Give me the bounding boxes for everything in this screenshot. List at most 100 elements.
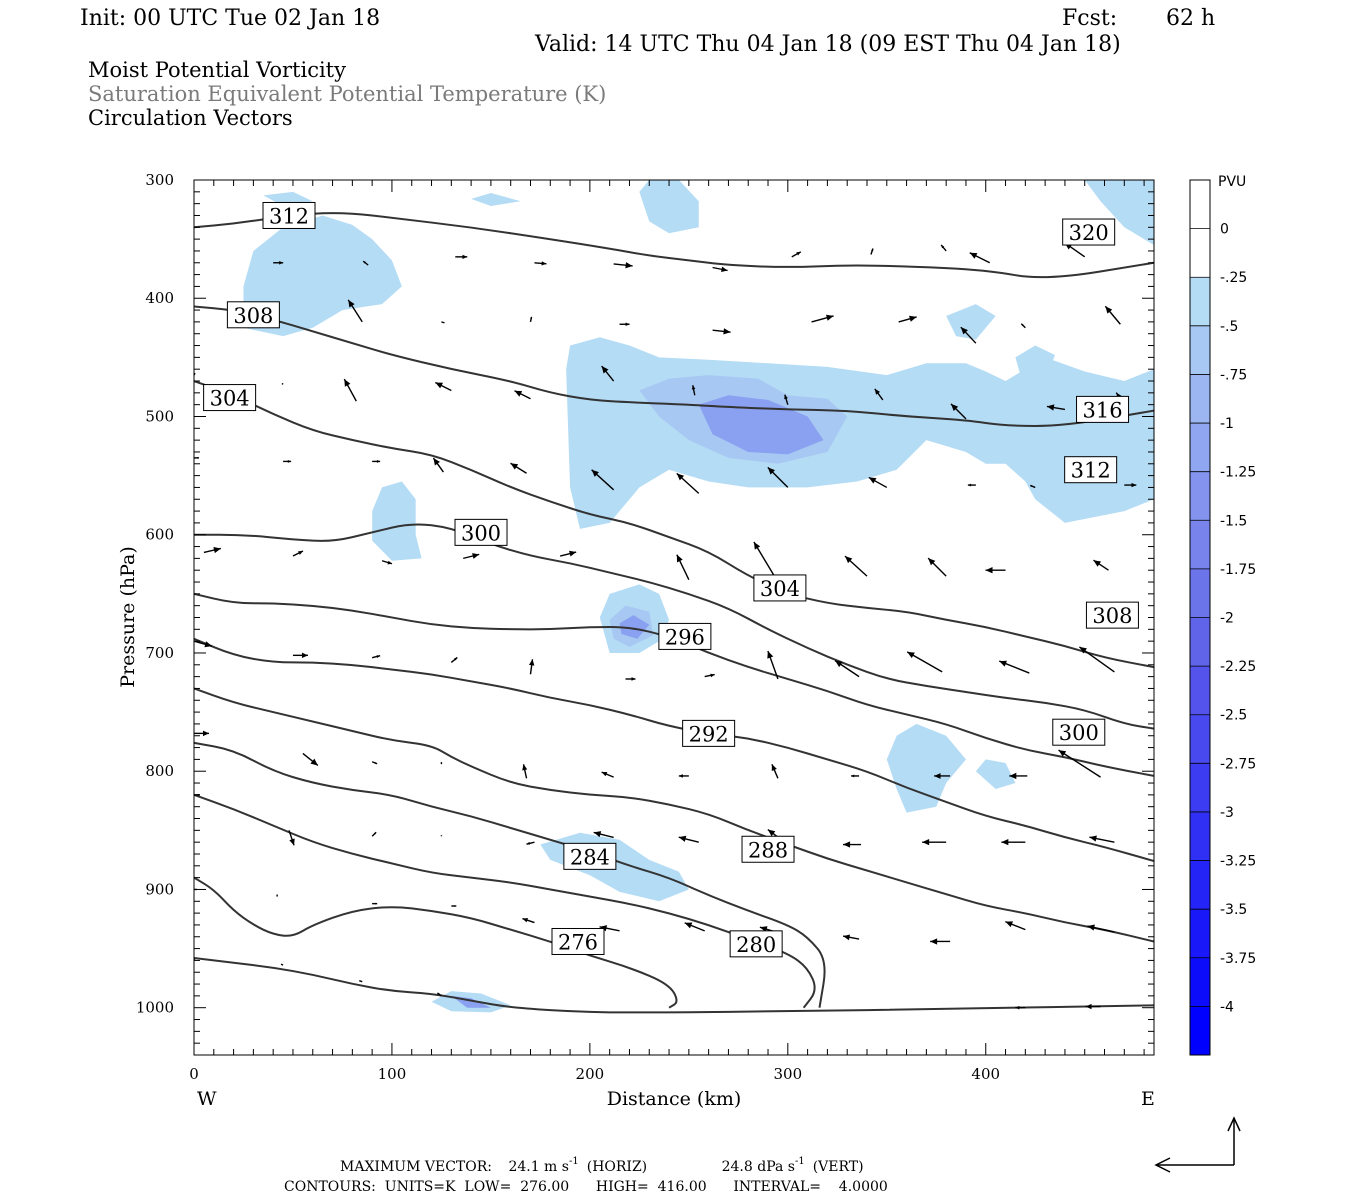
circulation-vector-87 bbox=[593, 831, 614, 839]
colorbar-swatch-10 bbox=[1190, 666, 1210, 716]
circulation-vector-34 bbox=[194, 456, 199, 459]
circulation-vector-24 bbox=[343, 378, 357, 402]
circulation-vector-36 bbox=[372, 459, 381, 463]
pv-shading-layer bbox=[243, 180, 1154, 1013]
theta-es-contour-296-4 bbox=[194, 592, 1154, 777]
colorbar-label-16: -4 bbox=[1220, 999, 1234, 1015]
contour-label-box-7 bbox=[741, 835, 795, 863]
circulation-vector-62 bbox=[528, 659, 535, 675]
circulation-vector-92 bbox=[1001, 839, 1026, 846]
max-vector-caption: MAXIMUM VECTOR: 24.1 m s-1 (HORIZ) 24.8 d… bbox=[340, 1156, 864, 1175]
circulation-vector-55 bbox=[927, 557, 947, 577]
y-tick-label-400: 400 bbox=[145, 289, 174, 307]
pv-region-9 bbox=[1015, 345, 1056, 382]
circulation-vector-77 bbox=[771, 764, 779, 779]
circulation-vector-88 bbox=[678, 835, 699, 843]
x-tick-label-300: 300 bbox=[773, 1065, 802, 1083]
x-axis-label: Distance (km) bbox=[607, 1088, 742, 1110]
circulation-vector-78 bbox=[851, 774, 860, 778]
circulation-vector-84 bbox=[371, 831, 377, 837]
circulation-vector-98 bbox=[522, 917, 535, 924]
colorbar-label-9: -2.25 bbox=[1220, 659, 1256, 675]
contour-label-box-1 bbox=[226, 301, 280, 329]
circulation-vector-15 bbox=[619, 322, 630, 327]
pv-region-12 bbox=[471, 193, 521, 207]
y-tick-label-600: 600 bbox=[145, 526, 174, 544]
circulation-vector-108 bbox=[359, 980, 363, 983]
contour-label-320-11: 320 bbox=[1069, 221, 1109, 245]
circulation-vector-66 bbox=[834, 660, 860, 678]
colorbar-swatch-1 bbox=[1190, 228, 1210, 278]
circulation-vector-layer bbox=[194, 242, 1137, 1010]
theta-es-contour-276-9 bbox=[194, 876, 678, 1009]
contour-label-300-15: 300 bbox=[1059, 721, 1099, 745]
title-theta-es: Saturation Equivalent Potential Temperat… bbox=[88, 82, 606, 106]
circulation-vector-23 bbox=[281, 382, 284, 385]
circulation-vector-59 bbox=[292, 652, 308, 659]
circulation-vector-20 bbox=[1020, 323, 1026, 329]
colorbar-label-10: -2.5 bbox=[1220, 708, 1247, 724]
circulation-vector-91 bbox=[922, 839, 947, 846]
circulation-vector-71 bbox=[302, 752, 319, 767]
circulation-vector-37 bbox=[432, 457, 444, 473]
y-tick-label-900: 900 bbox=[145, 880, 174, 898]
colorbar-swatch-0 bbox=[1190, 180, 1210, 230]
circulation-vector-90 bbox=[843, 841, 862, 848]
circulation-vector-100 bbox=[684, 922, 705, 932]
colorbar-swatch-8 bbox=[1190, 568, 1210, 618]
pv-region-6 bbox=[975, 759, 1016, 789]
circulation-vector-19 bbox=[960, 326, 977, 344]
x-axis-east-label: E bbox=[1141, 1088, 1155, 1110]
circulation-vector-81 bbox=[1058, 749, 1101, 778]
pv-region-16 bbox=[698, 395, 824, 455]
vert-scale-arrowhead bbox=[1227, 1116, 1241, 1132]
circulation-vector-67 bbox=[906, 651, 943, 673]
max-vector-horiz-tag: (HORIZ) bbox=[587, 1159, 647, 1175]
contour-label-312-0: 312 bbox=[269, 204, 309, 228]
circulation-vector-52 bbox=[676, 554, 690, 580]
contour-label-304-2: 304 bbox=[210, 387, 250, 411]
circulation-vector-43 bbox=[967, 483, 976, 487]
pv-region-7 bbox=[639, 180, 699, 234]
circulation-vector-9 bbox=[969, 252, 991, 264]
circulation-vector-48 bbox=[381, 560, 393, 565]
circulation-vector-1 bbox=[362, 260, 369, 266]
colorbar-label-13: -3.25 bbox=[1220, 854, 1256, 870]
colorbar-unit: PVU bbox=[1218, 174, 1246, 190]
valid-time: Valid: 14 UTC Thu 04 Jan 18 (09 EST Thu … bbox=[534, 32, 1121, 57]
x-tick-label-0: 0 bbox=[189, 1065, 199, 1083]
circulation-vector-32 bbox=[1046, 404, 1066, 411]
circulation-vector-26 bbox=[514, 390, 531, 400]
circulation-vector-83 bbox=[288, 830, 295, 846]
contour-label-box-12 bbox=[1076, 395, 1130, 423]
colorbar-swatch-17 bbox=[1190, 1006, 1210, 1056]
circulation-vector-5 bbox=[712, 266, 728, 272]
circulation-vector-29 bbox=[784, 394, 789, 405]
circulation-vector-109 bbox=[437, 992, 442, 997]
colorbar-swatch-3 bbox=[1190, 325, 1210, 375]
vector-scale-arrows bbox=[1154, 1116, 1241, 1173]
contour-label-box-6 bbox=[682, 719, 736, 747]
circulation-vector-96 bbox=[372, 902, 378, 905]
colorbar-label-2: -.5 bbox=[1220, 319, 1238, 335]
init-time: Init: 00 UTC Tue 02 Jan 18 bbox=[80, 6, 380, 31]
x-tick-label-200: 200 bbox=[576, 1065, 605, 1083]
circulation-vector-79 bbox=[934, 773, 951, 779]
circulation-vector-8 bbox=[940, 244, 947, 252]
circulation-vector-12 bbox=[347, 299, 363, 323]
y-tick-label-1000: 1000 bbox=[136, 999, 174, 1017]
colorbar-swatch-16 bbox=[1190, 957, 1210, 1007]
circulation-vector-40 bbox=[676, 472, 700, 494]
theta-es-contour-308-1 bbox=[194, 305, 1154, 427]
contour-label-box-3 bbox=[454, 518, 508, 546]
circulation-vector-97 bbox=[451, 905, 457, 907]
circulation-vector-4 bbox=[613, 262, 633, 269]
circulation-vector-65 bbox=[767, 650, 779, 680]
colorbar-swatch-13 bbox=[1190, 811, 1210, 862]
pv-region-1 bbox=[566, 337, 1154, 529]
colorbar-swatch-11 bbox=[1190, 714, 1210, 764]
theta-es-contour-284-7 bbox=[194, 741, 826, 1008]
contour-label-276-9: 276 bbox=[558, 930, 598, 954]
axes-layer: 300 400 500 600 700 800 900 1000 0 100 200 300 400 bbox=[136, 171, 1154, 1083]
circulation-vector-44 bbox=[1029, 484, 1036, 489]
